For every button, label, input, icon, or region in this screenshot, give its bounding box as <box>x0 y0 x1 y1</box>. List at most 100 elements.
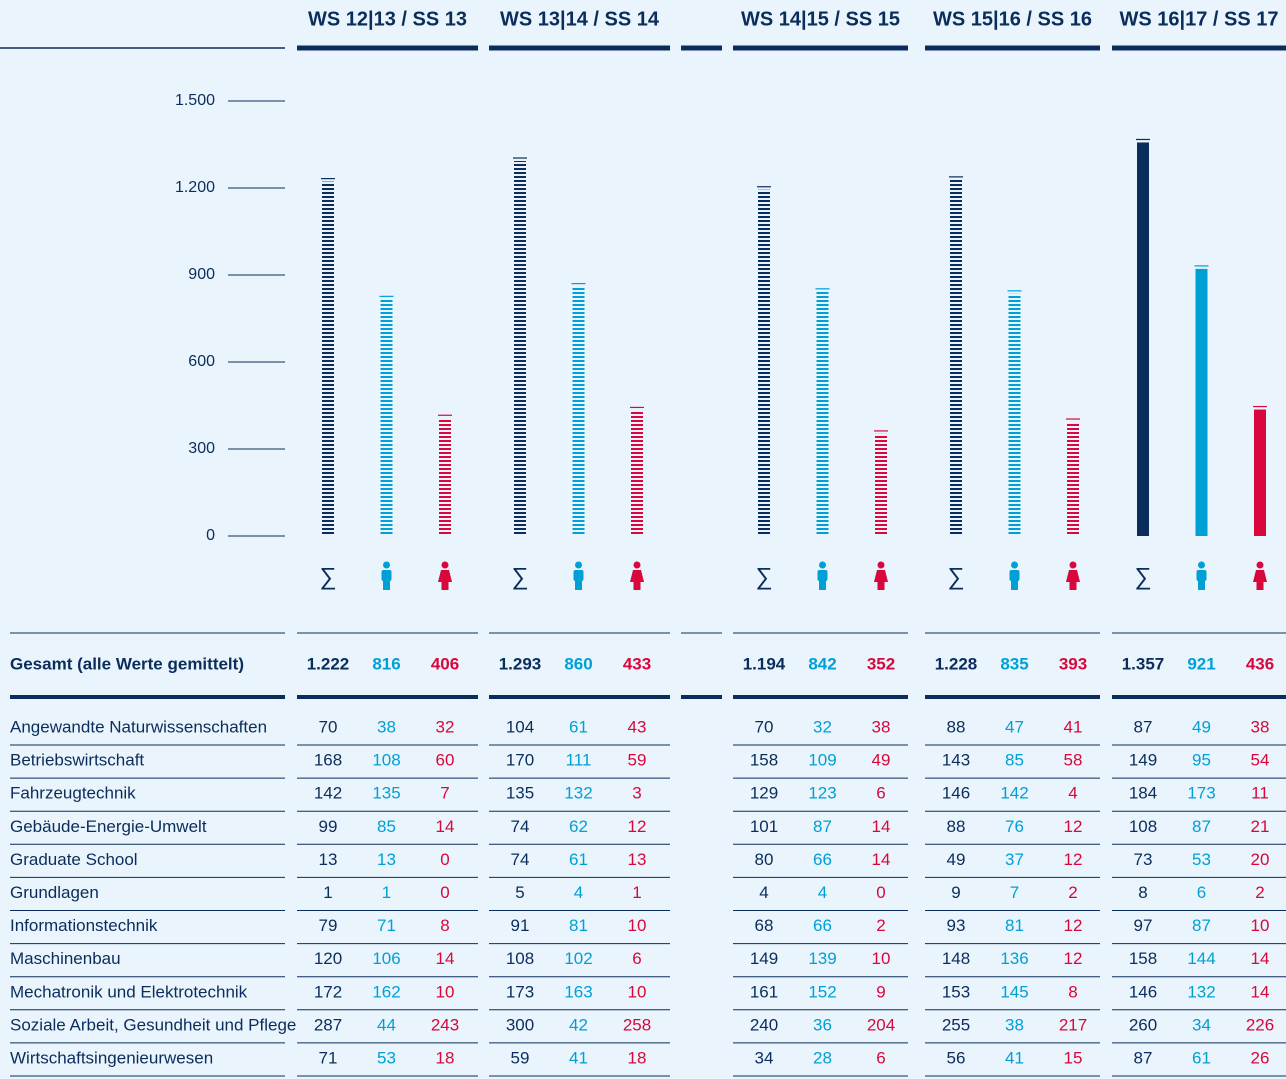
row-label: Graduate School <box>10 850 138 869</box>
cell-value: 59 <box>628 751 647 770</box>
total-value: 860 <box>564 654 592 673</box>
y-tick-label: 1.200 <box>175 179 215 196</box>
cell-value: 4 <box>759 883 768 902</box>
period-header: WS 12|13 / SS 13 <box>308 8 467 30</box>
row-label: Betriebswirtschaft <box>10 751 144 770</box>
cell-value: 85 <box>377 817 396 836</box>
total-value: 1.222 <box>307 654 350 673</box>
cell-value: 43 <box>628 717 647 736</box>
icon-head <box>383 561 390 569</box>
cell-value: 44 <box>377 1015 396 1034</box>
cell-value: 240 <box>750 1015 778 1034</box>
bar <box>1067 422 1079 536</box>
cell-value: 87 <box>1192 817 1211 836</box>
cell-value: 1 <box>632 883 641 902</box>
cell-value: 58 <box>1064 751 1083 770</box>
cell-value: 49 <box>872 751 891 770</box>
cell-value: 6 <box>1197 883 1206 902</box>
cell-value: 243 <box>431 1015 459 1034</box>
cell-value: 123 <box>808 784 836 803</box>
icon-legs <box>1198 580 1205 590</box>
icon-body <box>1196 570 1207 581</box>
row-label: Gebäude-Energie-Umwelt <box>10 817 207 836</box>
legend-sigma: ∑ <box>319 563 336 590</box>
total-value: 921 <box>1187 654 1215 673</box>
cell-value: 108 <box>1129 817 1157 836</box>
icon-body <box>874 570 888 582</box>
cell-value: 148 <box>942 949 970 968</box>
person-icon <box>630 561 644 590</box>
cell-value: 32 <box>813 717 832 736</box>
cell-value: 129 <box>750 784 778 803</box>
total-value: 436 <box>1246 654 1274 673</box>
cell-value: 300 <box>506 1015 534 1034</box>
cell-value: 146 <box>1129 982 1157 1001</box>
cell-value: 54 <box>1251 751 1270 770</box>
cell-value: 41 <box>1005 1048 1024 1067</box>
cell-value: 149 <box>750 949 778 968</box>
cell-value: 38 <box>1005 1015 1024 1034</box>
cell-value: 14 <box>1251 949 1270 968</box>
bar <box>1195 268 1208 536</box>
icon-legs <box>1256 580 1264 590</box>
cell-value: 108 <box>506 949 534 968</box>
bar <box>1254 409 1266 536</box>
cell-value: 70 <box>755 717 774 736</box>
person-icon <box>1066 561 1080 590</box>
cell-value: 66 <box>813 850 832 869</box>
cell-value: 162 <box>372 982 400 1001</box>
cell-value: 36 <box>813 1015 832 1034</box>
total-value: 393 <box>1059 654 1087 673</box>
total-value: 1.194 <box>743 654 786 673</box>
cell-value: 12 <box>1064 817 1083 836</box>
legend-sigma: ∑ <box>1134 563 1151 590</box>
cell-value: 168 <box>314 751 342 770</box>
cell-value: 9 <box>951 883 960 902</box>
bar <box>631 410 643 536</box>
icon-legs <box>877 580 885 590</box>
cell-value: 158 <box>1129 949 1157 968</box>
cell-value: 49 <box>947 850 966 869</box>
cell-value: 144 <box>1187 949 1215 968</box>
cell-value: 68 <box>755 916 774 935</box>
cell-value: 10 <box>628 982 647 1001</box>
icon-body <box>630 570 644 582</box>
cell-value: 91 <box>511 916 530 935</box>
total-label: Gesamt (alle Werte gemittelt) <box>10 654 244 673</box>
bar <box>514 161 526 536</box>
cell-value: 135 <box>506 784 534 803</box>
cell-value: 173 <box>1187 784 1215 803</box>
cell-value: 6 <box>876 1048 885 1067</box>
person-icon <box>817 561 828 590</box>
cell-value: 61 <box>569 850 588 869</box>
cell-value: 9 <box>876 982 885 1001</box>
cell-value: 258 <box>623 1015 651 1034</box>
cell-value: 18 <box>436 1048 455 1067</box>
cell-value: 12 <box>1064 949 1083 968</box>
cell-value: 81 <box>569 916 588 935</box>
cell-value: 66 <box>813 916 832 935</box>
y-tick-label: 300 <box>188 440 215 457</box>
cell-value: 136 <box>1000 949 1028 968</box>
cell-value: 14 <box>436 949 455 968</box>
icon-legs <box>819 580 826 590</box>
bar <box>875 433 887 536</box>
cell-value: 79 <box>319 916 338 935</box>
cell-value: 26 <box>1251 1048 1270 1067</box>
person-icon <box>1253 561 1267 590</box>
cell-value: 158 <box>750 751 778 770</box>
row-label: Mechatronik und Elektrotechnik <box>10 982 248 1001</box>
cell-value: 93 <box>947 916 966 935</box>
bar <box>1008 293 1021 536</box>
cell-value: 14 <box>872 817 891 836</box>
person-icon <box>1196 561 1207 590</box>
icon-head <box>1011 561 1018 569</box>
cell-value: 135 <box>372 784 400 803</box>
icon-legs <box>1069 580 1077 590</box>
cell-value: 106 <box>372 949 400 968</box>
icon-head <box>819 561 826 569</box>
cell-value: 41 <box>569 1048 588 1067</box>
row-label: Informationstechnik <box>10 916 158 935</box>
